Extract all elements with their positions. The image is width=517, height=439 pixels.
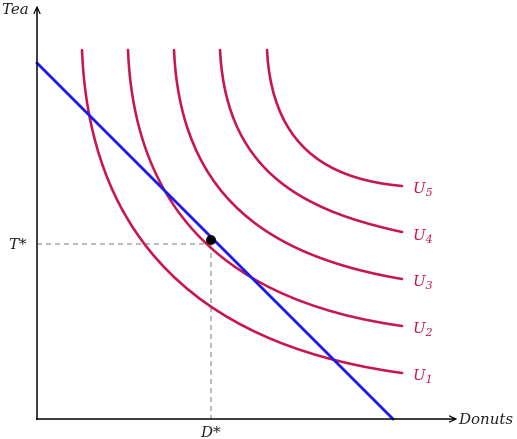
curve-label-u1: U1 (413, 366, 433, 386)
indifference-curve-u2 (126, 48, 404, 328)
y-axis-label: Tea (2, 0, 29, 18)
x-axis-label: Donuts (458, 410, 513, 428)
indifference-curve-u3 (172, 48, 404, 281)
curve-label-u4: U4 (413, 226, 433, 246)
curve-label-u3: U3 (413, 272, 433, 292)
indifference-curves (80, 48, 404, 375)
t-star-tick-label: T* (9, 235, 27, 253)
indifference-curve-u1 (80, 48, 404, 375)
optimal-bundle-point (206, 235, 216, 245)
indifference-curve-u5 (265, 48, 404, 188)
curve-label-u2: U2 (413, 319, 433, 339)
indifference-curve-u4 (218, 48, 404, 234)
d-star-tick-label: D* (200, 423, 221, 439)
curve-label-u5: U5 (413, 179, 433, 199)
